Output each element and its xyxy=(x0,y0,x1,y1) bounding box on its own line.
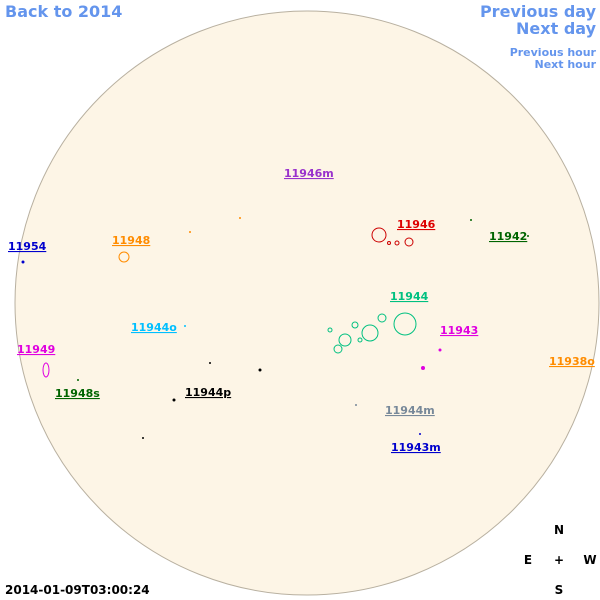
spot xyxy=(387,241,391,245)
region-label[interactable]: 11948 xyxy=(112,234,150,247)
region-label[interactable]: 11943m xyxy=(391,441,441,454)
region-label[interactable]: 11946 xyxy=(397,218,436,231)
spot xyxy=(419,433,421,435)
compass-north: N xyxy=(554,523,564,537)
spot xyxy=(357,337,363,343)
spot xyxy=(184,325,186,327)
next-hour-link[interactable]: Next hour xyxy=(535,58,597,71)
spot xyxy=(118,251,130,263)
spot xyxy=(77,379,79,381)
spot xyxy=(377,313,387,323)
spot xyxy=(209,362,211,364)
spot xyxy=(189,231,191,233)
region-label[interactable]: 11944 xyxy=(390,290,429,303)
previous-hour-link[interactable]: Previous hour xyxy=(510,46,597,59)
compass-south: S xyxy=(555,583,564,597)
solar-disk xyxy=(14,10,600,596)
spot xyxy=(393,312,417,336)
spot xyxy=(142,437,144,439)
timestamp: 2014-01-09T03:00:24 xyxy=(5,583,150,597)
region-label[interactable]: 11943 xyxy=(440,324,478,337)
spot xyxy=(338,333,352,347)
spot xyxy=(438,348,442,352)
region-label[interactable]: 11954 xyxy=(8,240,47,253)
spot xyxy=(239,217,241,219)
spot xyxy=(351,321,359,329)
spot xyxy=(333,344,343,354)
spot xyxy=(361,324,379,342)
region-label[interactable]: 11944p xyxy=(185,386,231,399)
back-link[interactable]: Back to 2014 xyxy=(5,2,122,21)
spots xyxy=(21,217,529,439)
compass-east: E xyxy=(524,553,532,567)
region-label[interactable]: 11949 xyxy=(17,343,55,356)
next-day-link[interactable]: Next day xyxy=(516,19,597,38)
region-label[interactable]: 11948s xyxy=(55,387,100,400)
spot xyxy=(394,240,400,246)
spot xyxy=(421,366,425,370)
compass-west: W xyxy=(583,553,596,567)
compass-center: + xyxy=(554,553,564,567)
previous-day-link[interactable]: Previous day xyxy=(480,2,597,21)
spot xyxy=(470,219,472,221)
spot xyxy=(527,235,529,237)
region-label[interactable]: 11938o xyxy=(549,355,595,368)
spot xyxy=(327,327,333,333)
spot xyxy=(371,227,387,243)
region-label[interactable]: 11944o xyxy=(131,321,177,334)
spot xyxy=(258,368,262,372)
spot xyxy=(21,260,25,264)
spot xyxy=(42,362,50,378)
region-label[interactable]: 11946m xyxy=(284,167,334,180)
spot xyxy=(172,398,176,402)
region-label[interactable]: 11944m xyxy=(385,404,435,417)
spot xyxy=(404,237,414,247)
region-label[interactable]: 11942 xyxy=(489,230,527,243)
spot xyxy=(355,404,357,406)
